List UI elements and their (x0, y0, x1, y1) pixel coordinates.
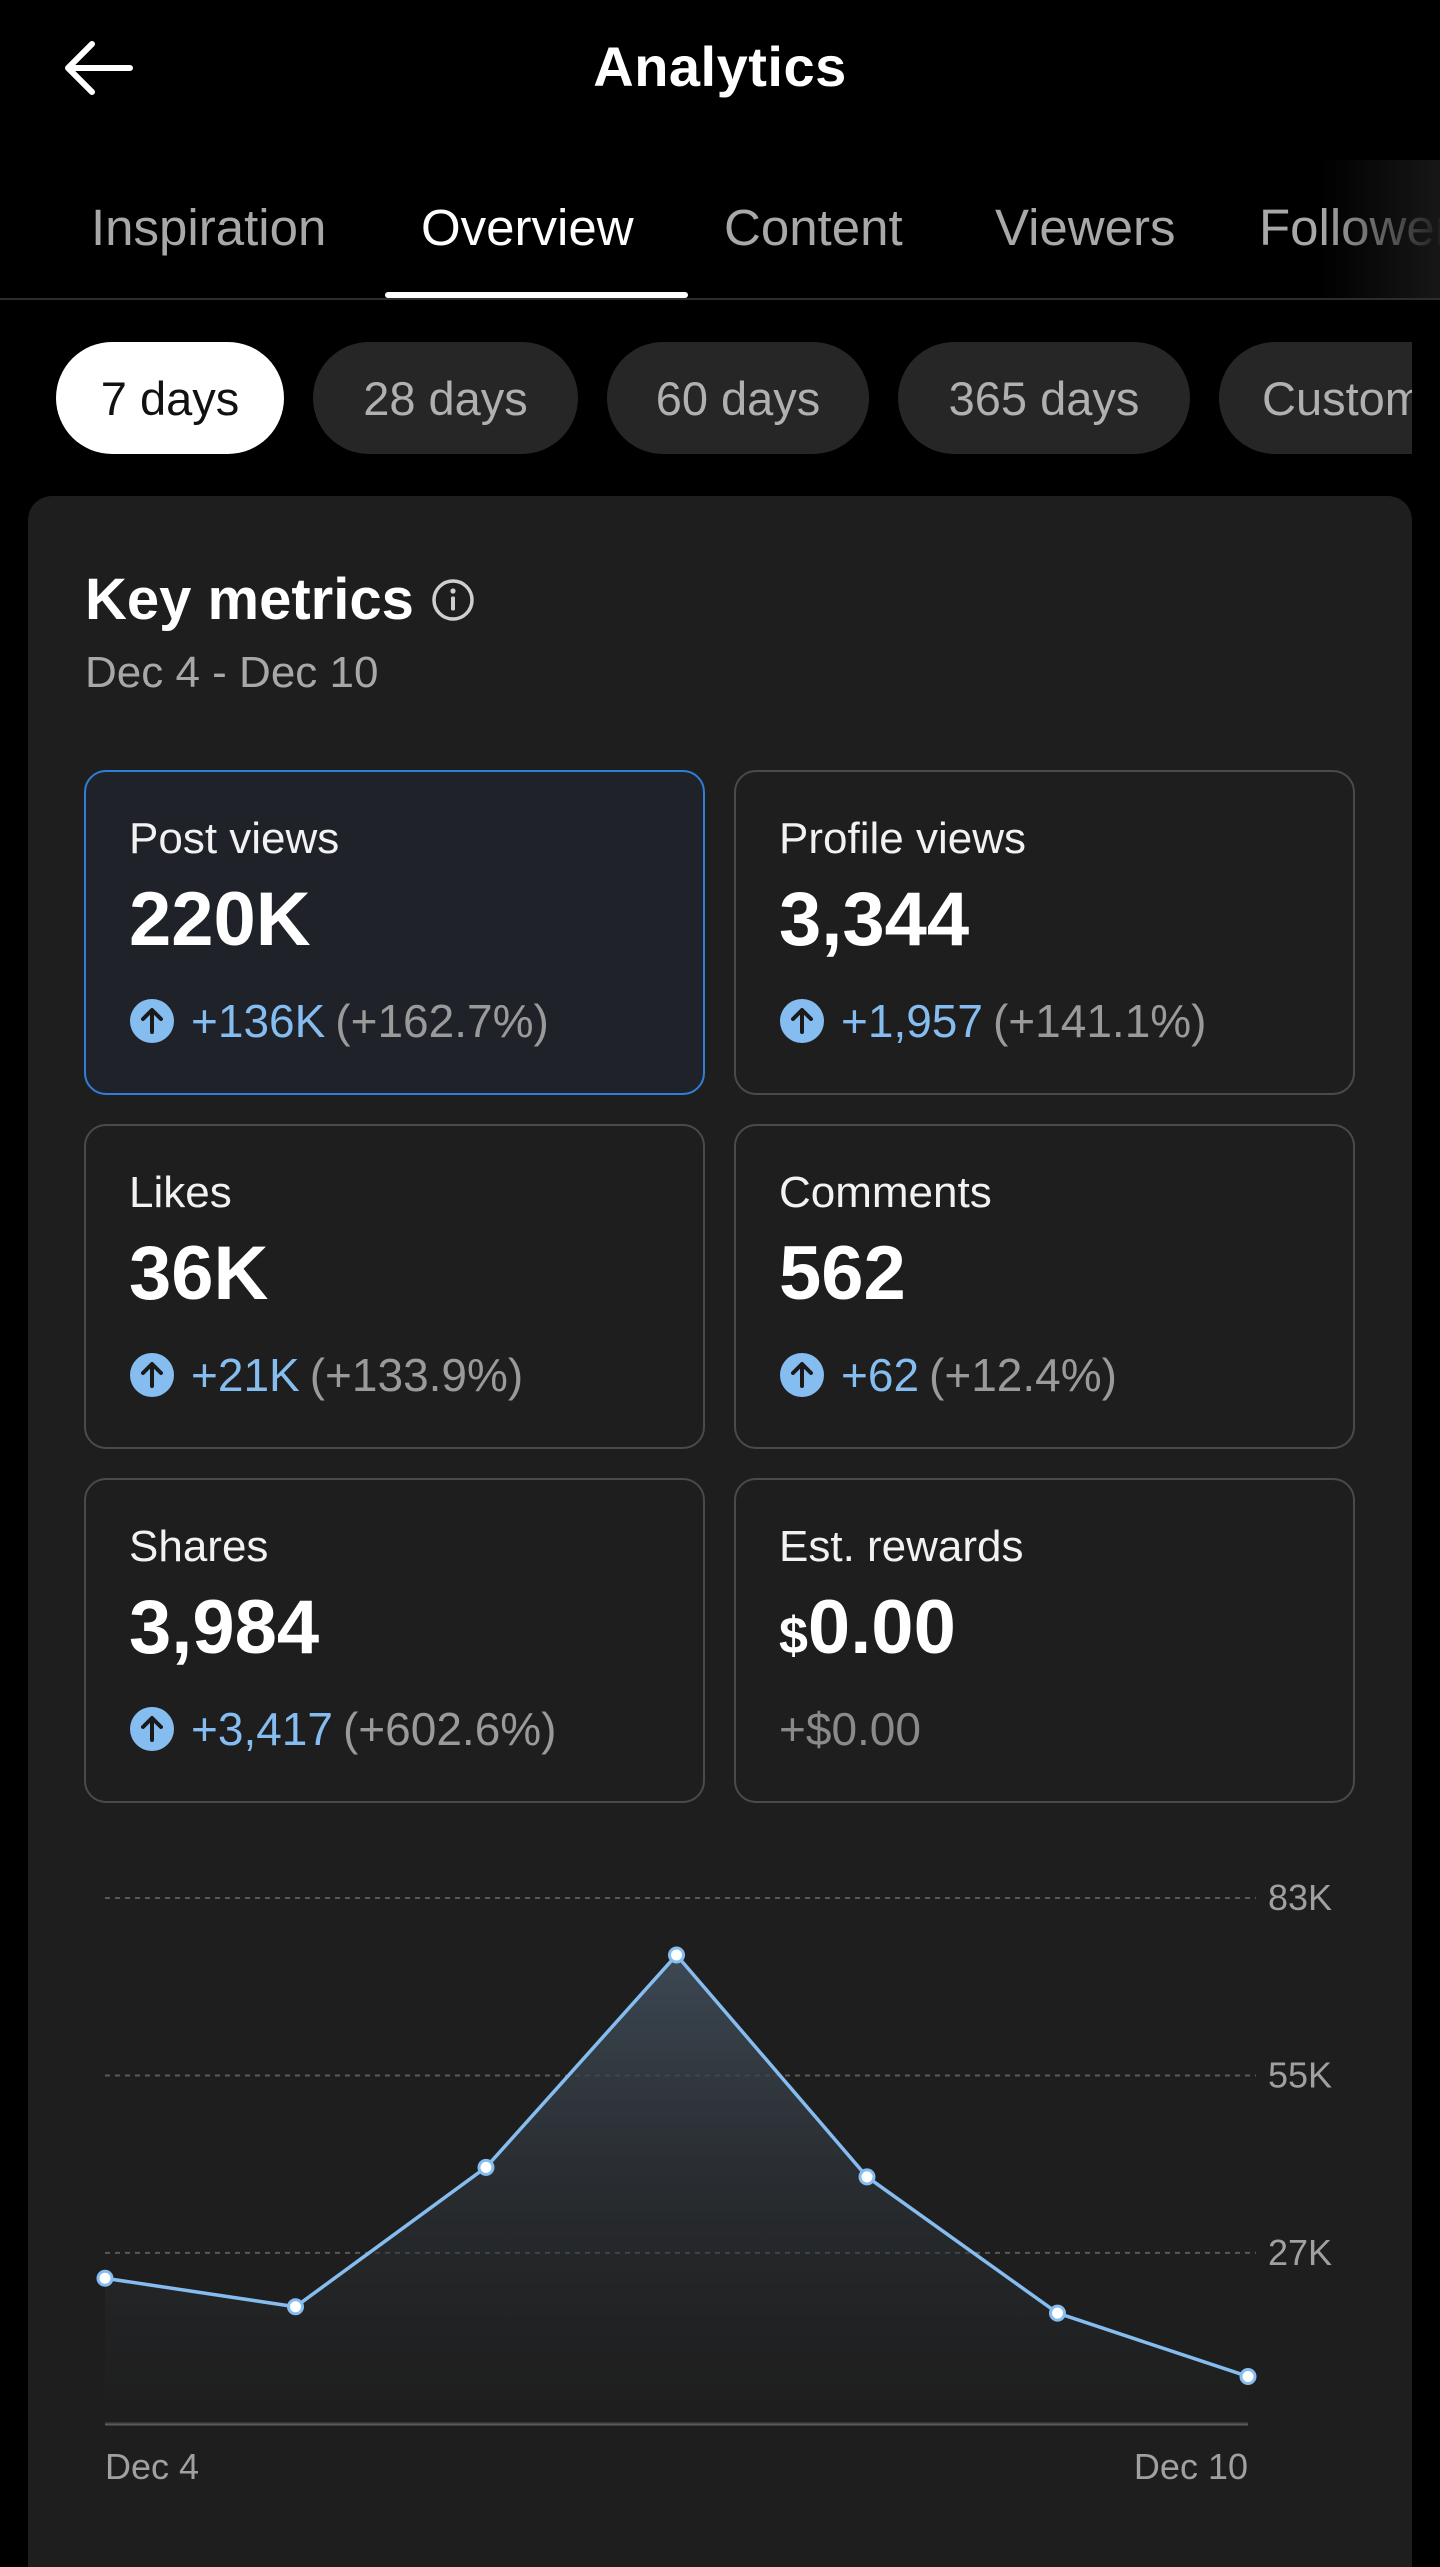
arrow-up-circle-icon (129, 1706, 175, 1752)
metric-delta: +62 (841, 1349, 920, 1401)
range-chip-365-days[interactable]: 365 days (898, 342, 1190, 454)
metric-card-profile-views[interactable]: Profile views 3,344 +1,957 (+141.1%) (734, 770, 1355, 1095)
tab-inspiration[interactable]: Inspiration (91, 199, 327, 256)
key-metrics-card: Key metrics Dec 4 - Dec 10 Post views 22… (28, 496, 1412, 2567)
range-chip-custom[interactable]: Custom (1219, 342, 1412, 454)
area-fill (105, 1955, 1248, 2424)
arrow-up-circle-icon (779, 1352, 825, 1398)
metric-delta: +3,417 (191, 1703, 333, 1755)
arrow-up-circle-icon (129, 1352, 175, 1398)
data-point (1049, 2304, 1066, 2322)
metric-label: Shares (129, 1522, 269, 1571)
metric-label: Profile views (779, 814, 1026, 863)
arrow-left-icon (65, 41, 133, 95)
metric-percent: (+133.9%) (309, 1349, 524, 1401)
arrow-up-circle-icon (129, 998, 175, 1044)
metric-value: 220K (129, 877, 311, 962)
y-tick-label: 83K (1268, 1877, 1332, 1918)
metric-value: 36K (129, 1231, 269, 1316)
arrow-up-circle-icon (779, 998, 825, 1044)
data-point (668, 1946, 685, 1964)
metric-label: Comments (779, 1168, 992, 1217)
metric-value: $0.00 (779, 1584, 956, 1671)
back-button[interactable] (58, 36, 138, 100)
x-tick-label: Dec 10 (1134, 2446, 1248, 2487)
data-point (477, 2158, 495, 2176)
data-point (858, 2168, 876, 2186)
metric-change: +1,957 (+141.1%) (779, 994, 1207, 1048)
metric-percent: (+12.4%) (929, 1349, 1117, 1401)
data-point (287, 2298, 304, 2316)
metric-percent: (+141.1%) (992, 995, 1207, 1047)
metric-change: +3,417 (+602.6%) (129, 1702, 557, 1756)
post-views-chart-svg: 27K 55K 83K Dec 4 Dec 10 (96, 1877, 1332, 2487)
metric-value: 562 (779, 1231, 906, 1316)
key-metrics-heading: Key metrics (85, 566, 476, 633)
metric-change: +62 (+12.4%) (779, 1348, 1117, 1402)
tab-overview[interactable]: Overview (421, 199, 634, 256)
metric-label: Post views (129, 814, 340, 863)
metric-label: Likes (129, 1168, 232, 1217)
metric-delta: +136K (191, 995, 326, 1047)
metric-card-est-rewards[interactable]: Est. rewards $0.00 +$0.00 (734, 1478, 1355, 1803)
tab-viewers[interactable]: Viewers (995, 199, 1176, 256)
range-chip-28-days[interactable]: 28 days (313, 342, 578, 454)
key-metrics-title: Key metrics (85, 567, 414, 632)
metric-delta: +$0.00 (779, 1703, 921, 1755)
y-tick-label: 27K (1268, 2232, 1332, 2273)
metric-delta: +21K (191, 1349, 300, 1401)
metric-label: Est. rewards (779, 1522, 1024, 1571)
metric-change: +$0.00 (779, 1702, 921, 1756)
post-views-chart: 27K 55K 83K Dec 4 Dec 10 (28, 1854, 1412, 2554)
metric-change: +136K (+162.7%) (129, 994, 549, 1048)
metric-value: 3,344 (779, 877, 970, 962)
metric-value: 3,984 (129, 1585, 320, 1670)
date-range-label: Dec 4 - Dec 10 (85, 648, 379, 697)
y-tick-label: 55K (1268, 2054, 1332, 2095)
tab-content[interactable]: Content (724, 199, 903, 256)
data-point (96, 2269, 114, 2287)
page-title: Analytics (593, 35, 847, 98)
tab-bar: Inspiration Overview Content Viewers Fol… (0, 160, 1440, 300)
data-point (1239, 2367, 1257, 2385)
active-tab-indicator (385, 292, 688, 298)
x-tick-label: Dec 4 (105, 2446, 199, 2487)
info-icon[interactable] (430, 577, 476, 623)
metric-change: +21K (+133.9%) (129, 1348, 523, 1402)
metric-percent: (+602.6%) (342, 1703, 557, 1755)
metric-percent: (+162.7%) (335, 995, 549, 1047)
range-chip-60-days[interactable]: 60 days (607, 342, 869, 454)
tab-followers[interactable]: Followers (1259, 199, 1440, 256)
metric-card-shares[interactable]: Shares 3,984 +3,417 (+602.6%) (84, 1478, 705, 1803)
metric-card-post-views[interactable]: Post views 220K +136K (+162.7%) (84, 770, 705, 1095)
metric-card-likes[interactable]: Likes 36K +21K (+133.9%) (84, 1124, 705, 1449)
range-chip-7-days[interactable]: 7 days (56, 342, 284, 454)
metric-value-number: 0.00 (807, 1585, 956, 1670)
date-range-selector: 7 days 28 days 60 days 365 days Custom (0, 342, 1412, 454)
app-header: Analytics (0, 0, 1440, 140)
currency-symbol: $ (779, 1607, 808, 1665)
metric-card-comments[interactable]: Comments 562 +62 (+12.4%) (734, 1124, 1355, 1449)
metric-delta: +1,957 (841, 995, 983, 1047)
